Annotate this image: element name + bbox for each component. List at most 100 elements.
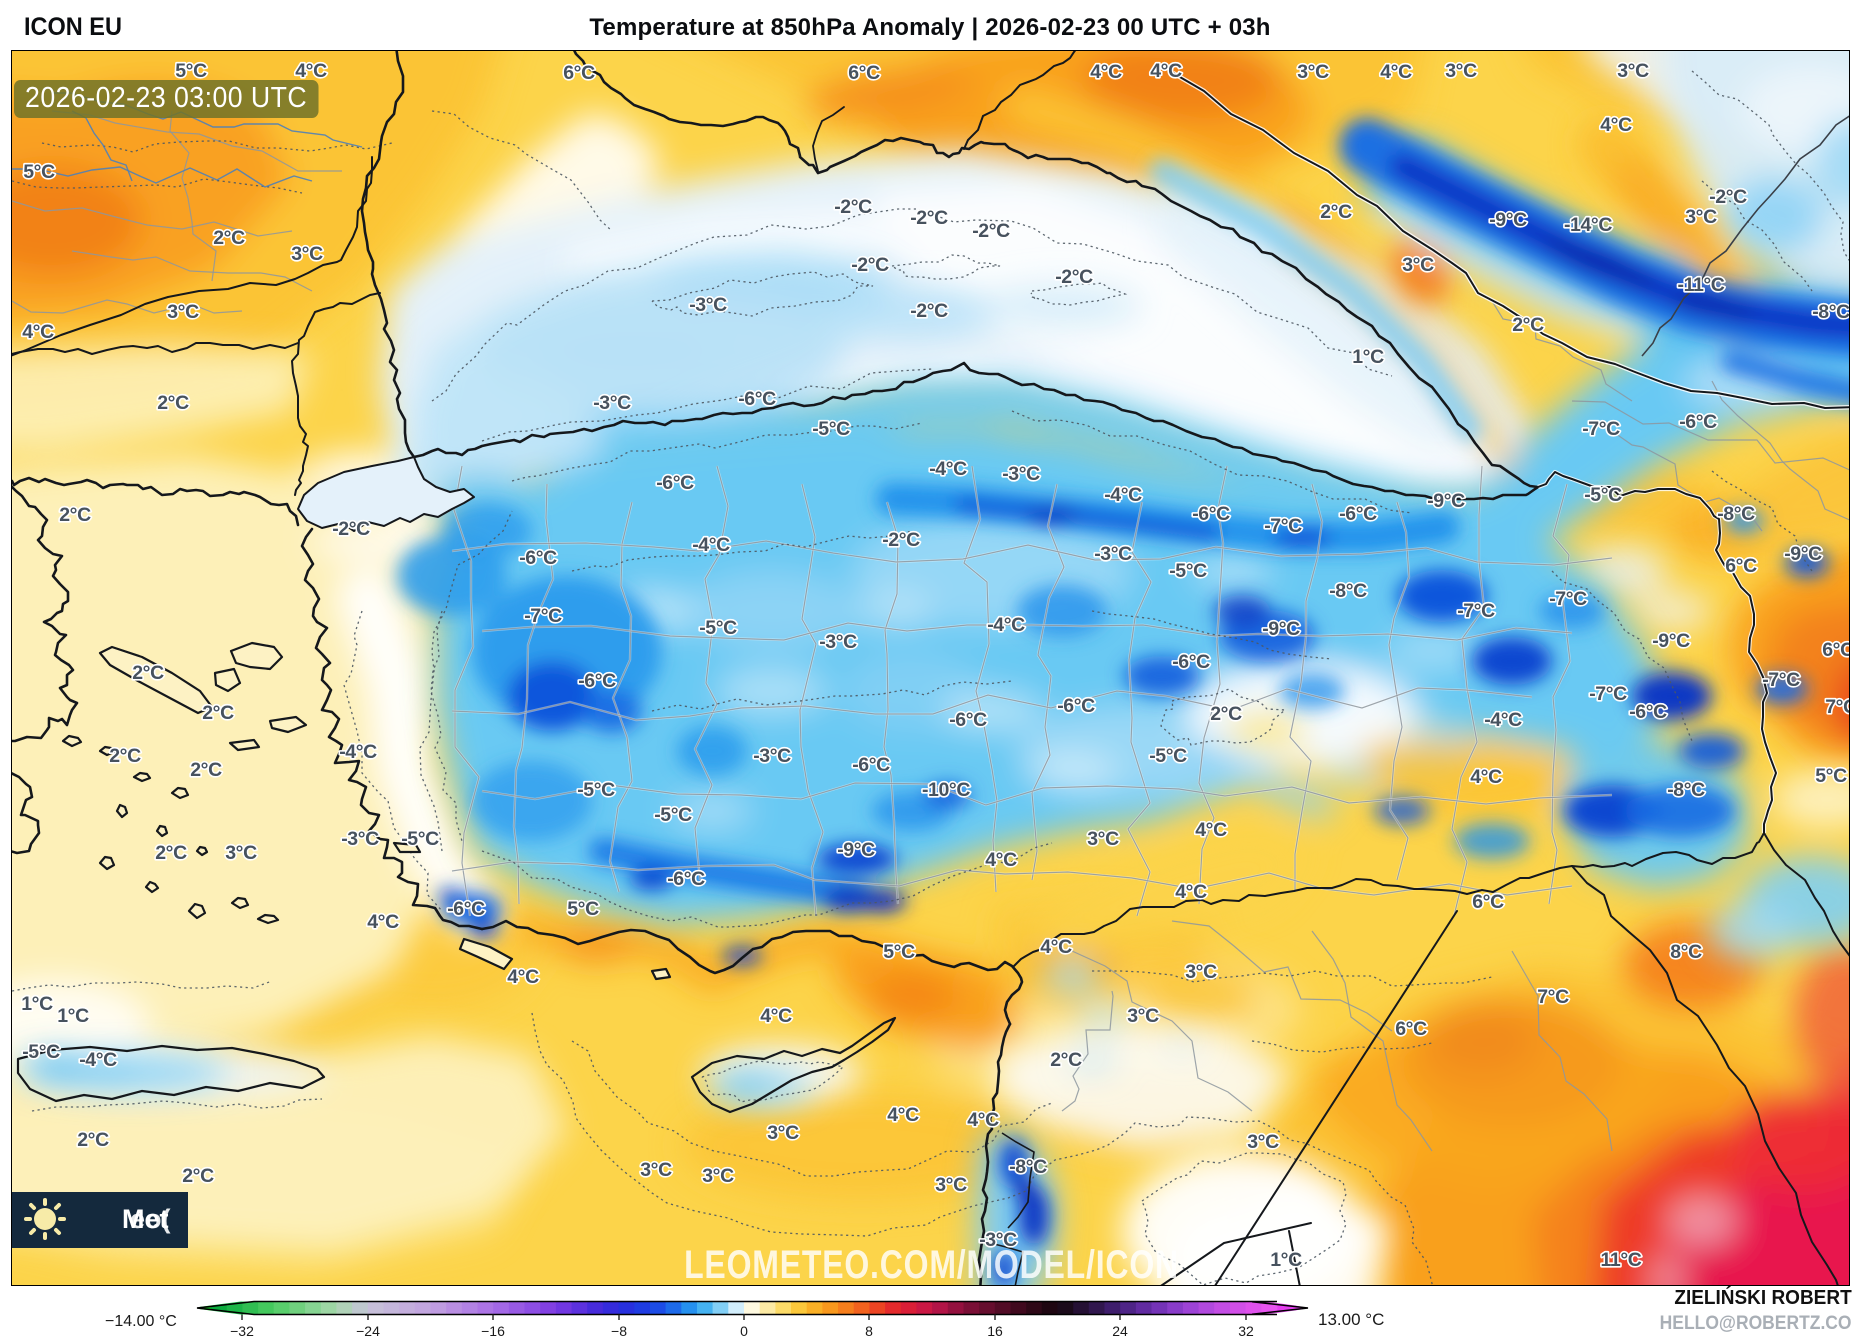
svg-text:5°C: 5°C [883, 941, 915, 963]
svg-text:-6°C: -6°C [1629, 701, 1667, 723]
svg-text:4°C: 4°C [1195, 819, 1227, 841]
svg-text:3°C: 3°C [1127, 1005, 1159, 1027]
svg-text:2°C: 2°C [132, 662, 164, 684]
svg-text:-9°C: -9°C [1784, 543, 1822, 565]
svg-text:−32: −32 [230, 1323, 254, 1338]
svg-text:-11°C: -11°C [1678, 274, 1725, 296]
svg-text:4°C: 4°C [1380, 61, 1412, 83]
svg-text:0: 0 [740, 1323, 748, 1338]
svg-text:4°C: 4°C [1150, 60, 1182, 82]
svg-text:2°C: 2°C [1050, 1049, 1082, 1071]
svg-text:4°C: 4°C [1470, 766, 1502, 788]
svg-text:1°C: 1°C [1352, 346, 1384, 368]
svg-text:-9°C: -9°C [1489, 209, 1527, 231]
svg-text:-5°C: -5°C [401, 828, 439, 850]
svg-text:7°C: 7°C [1825, 696, 1850, 718]
svg-text:-8°C: -8°C [1009, 1156, 1047, 1178]
svg-text:-2°C: -2°C [1709, 186, 1747, 208]
svg-text:-9°C: -9°C [1262, 618, 1300, 640]
svg-text:4°C: 4°C [1090, 61, 1122, 83]
svg-text:8°C: 8°C [1670, 941, 1702, 963]
svg-text:Met: Met [122, 1204, 169, 1234]
svg-text:-2°C: -2°C [910, 300, 948, 322]
svg-text:-5°C: -5°C [654, 804, 692, 826]
svg-text:-6°C: -6°C [949, 709, 987, 731]
svg-text:-5°C: -5°C [22, 1041, 60, 1063]
svg-text:-4°C: -4°C [1484, 709, 1522, 731]
svg-text:-6°C: -6°C [1339, 503, 1377, 525]
svg-text:-7°C: -7°C [1549, 588, 1587, 610]
svg-text:-5°C: -5°C [577, 779, 615, 801]
svg-text:16: 16 [987, 1323, 1003, 1338]
svg-text:-9°C: -9°C [1652, 630, 1690, 652]
svg-text:2°C: 2°C [109, 745, 141, 767]
svg-text:3°C: 3°C [1297, 61, 1329, 83]
svg-text:6°C: 6°C [1395, 1018, 1427, 1040]
svg-text:2°C: 2°C [155, 842, 187, 864]
svg-text:4°C: 4°C [1600, 114, 1632, 136]
svg-text:-14°C: -14°C [1564, 214, 1612, 236]
svg-text:-6°C: -6°C [447, 898, 485, 920]
svg-text:7°C: 7°C [1537, 986, 1569, 1008]
svg-text:3°C: 3°C [1247, 1131, 1279, 1153]
svg-text:2°C: 2°C [77, 1129, 109, 1151]
svg-text:6°C: 6°C [563, 62, 595, 84]
svg-text:-6°C: -6°C [1192, 503, 1230, 525]
svg-text:-3°C: -3°C [689, 294, 727, 316]
svg-text:4°C: 4°C [367, 911, 399, 933]
svg-text:3°C: 3°C [935, 1174, 967, 1196]
svg-text:2°C: 2°C [190, 759, 222, 781]
svg-text:-7°C: -7°C [524, 605, 562, 627]
svg-text:-6°C: -6°C [1679, 411, 1717, 433]
svg-text:−8: −8 [611, 1323, 627, 1338]
svg-text:-4°C: -4°C [987, 614, 1025, 636]
svg-text:2°C: 2°C [1512, 314, 1544, 336]
svg-text:-4°C: -4°C [79, 1049, 117, 1071]
svg-text:4°C: 4°C [507, 966, 539, 988]
svg-text:-9°C: -9°C [1427, 490, 1465, 512]
svg-text:4°C: 4°C [1175, 881, 1207, 903]
svg-text:-3°C: -3°C [593, 392, 631, 414]
svg-text:-2°C: -2°C [1055, 266, 1093, 288]
svg-text:6°C: 6°C [1472, 891, 1504, 913]
svg-text:-4°C: -4°C [929, 458, 967, 480]
svg-text:-3°C: -3°C [819, 631, 857, 653]
svg-text:3°C: 3°C [702, 1165, 734, 1187]
svg-text:-5°C: -5°C [1584, 484, 1622, 506]
svg-text:4°C: 4°C [967, 1109, 999, 1131]
svg-text:24: 24 [1112, 1323, 1128, 1338]
svg-text:5°C: 5°C [23, 161, 55, 183]
svg-text:-6°C: -6°C [656, 472, 694, 494]
svg-text:-8°C: -8°C [1667, 779, 1705, 801]
svg-text:-7°C: -7°C [1762, 669, 1800, 691]
svg-text:-2°C: -2°C [851, 254, 889, 276]
svg-text:-6°C: -6°C [519, 547, 557, 569]
svg-text:3°C: 3°C [1617, 60, 1649, 82]
svg-text:3°C: 3°C [1685, 206, 1717, 228]
svg-text:-2°C: -2°C [972, 220, 1010, 242]
svg-text:-2°C: -2°C [910, 207, 948, 229]
svg-text:-6°C: -6°C [1172, 651, 1210, 673]
svg-text:5°C: 5°C [175, 60, 207, 82]
svg-text:-4°C: -4°C [339, 741, 377, 763]
svg-text:4°C: 4°C [22, 321, 54, 343]
svg-text:3°C: 3°C [1185, 961, 1217, 983]
svg-text:2°C: 2°C [182, 1165, 214, 1187]
svg-text:6°C: 6°C [848, 62, 880, 84]
svg-text:3°C: 3°C [640, 1159, 672, 1181]
svg-text:-8°C: -8°C [1812, 301, 1850, 323]
svg-text:2°C: 2°C [213, 227, 245, 249]
svg-text:8: 8 [865, 1323, 873, 1338]
svg-text:3°C: 3°C [225, 842, 257, 864]
svg-text:-5°C: -5°C [1149, 745, 1187, 767]
svg-text:3°C: 3°C [1445, 60, 1477, 82]
svg-text:-7°C: -7°C [1582, 418, 1620, 440]
svg-text:eo(: eo( [130, 1204, 171, 1234]
svg-text:-3°C: -3°C [753, 745, 791, 767]
svg-text:2°C: 2°C [1210, 703, 1242, 725]
svg-text:2°C: 2°C [1320, 201, 1352, 223]
svg-text:-5°C: -5°C [1169, 560, 1207, 582]
svg-text:5°C: 5°C [1815, 765, 1847, 787]
svg-text:-3°C: -3°C [341, 828, 379, 850]
svg-text:3°C: 3°C [291, 243, 323, 265]
